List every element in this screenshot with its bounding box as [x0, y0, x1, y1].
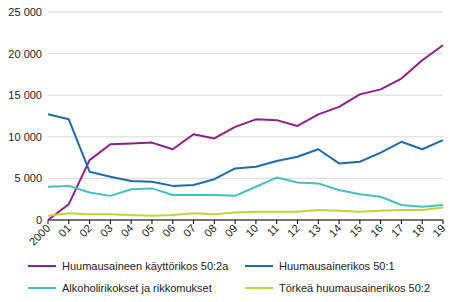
series-line	[48, 45, 443, 220]
x-tick-label: 07	[181, 222, 198, 239]
x-tick	[172, 220, 173, 224]
x-tick	[380, 220, 381, 224]
x-tick	[339, 220, 340, 224]
x-tick	[318, 220, 319, 224]
legend-label: Huumausainerikos 50:1	[279, 260, 395, 272]
x-tick-label: 01	[56, 222, 73, 239]
x-tick-label: 10	[243, 222, 260, 239]
grid-line	[48, 12, 443, 13]
x-tick	[214, 220, 215, 224]
x-tick	[359, 220, 360, 224]
x-tick	[297, 220, 298, 224]
grid-line	[48, 53, 443, 54]
x-tick	[276, 220, 277, 224]
legend-swatch	[28, 287, 56, 289]
x-tick-label: 06	[160, 222, 177, 239]
legend-label: Alkoholirikokset ja rikkomukset	[62, 282, 212, 294]
x-tick-label: 18	[409, 222, 426, 239]
x-tick	[401, 220, 402, 224]
x-tick	[89, 220, 90, 224]
x-tick-label: 12	[285, 222, 302, 239]
x-tick	[68, 220, 69, 224]
y-tick-label: 15 000	[8, 89, 42, 101]
series-line	[48, 208, 443, 216]
chart: 05 00010 00015 00020 00025 0002000010203…	[0, 0, 454, 302]
x-tick-label: 03	[98, 222, 115, 239]
x-tick	[443, 220, 444, 224]
y-tick-label: 20 000	[8, 48, 42, 60]
x-tick	[235, 220, 236, 224]
x-tick	[48, 220, 49, 224]
x-tick	[193, 220, 194, 224]
legend-swatch	[245, 287, 273, 289]
x-tick	[110, 220, 111, 224]
grid-line	[48, 136, 443, 137]
x-tick	[422, 220, 423, 224]
x-tick	[131, 220, 132, 224]
x-tick-label: 2000	[27, 222, 53, 248]
x-tick-label: 05	[139, 222, 156, 239]
legend-swatch	[245, 265, 273, 267]
x-tick-label: 04	[118, 222, 135, 239]
x-tick-label: 17	[389, 222, 406, 239]
x-tick-label: 09	[222, 222, 239, 239]
grid-line	[48, 95, 443, 96]
x-tick-label: 13	[306, 222, 323, 239]
grid-line	[48, 220, 443, 221]
y-tick-label: 25 000	[8, 6, 42, 18]
x-tick-label: 11	[265, 222, 282, 239]
x-tick-label: 15	[347, 222, 364, 239]
x-tick	[151, 220, 152, 224]
x-tick-label: 14	[326, 222, 343, 239]
grid-line	[48, 178, 443, 179]
series-line	[48, 178, 443, 207]
y-tick-label: 10 000	[8, 131, 42, 143]
y-tick-label: 5 000	[14, 172, 42, 184]
x-tick-label: 08	[202, 222, 219, 239]
x-tick-label: 19	[430, 222, 447, 239]
plot-area	[48, 45, 443, 220]
legend-label: Törkeä huumausainerikos 50:2	[279, 282, 430, 294]
x-tick-label: 16	[368, 222, 385, 239]
legend-swatch	[28, 265, 56, 267]
legend: Huumausaineen käyttörikos 50:2a Huumausai…	[28, 260, 430, 294]
x-tick-label: 02	[77, 222, 94, 239]
legend-label: Huumausaineen käyttörikos 50:2a	[62, 260, 229, 272]
x-axis	[48, 220, 443, 221]
series-line	[48, 114, 443, 186]
x-tick	[255, 220, 256, 224]
